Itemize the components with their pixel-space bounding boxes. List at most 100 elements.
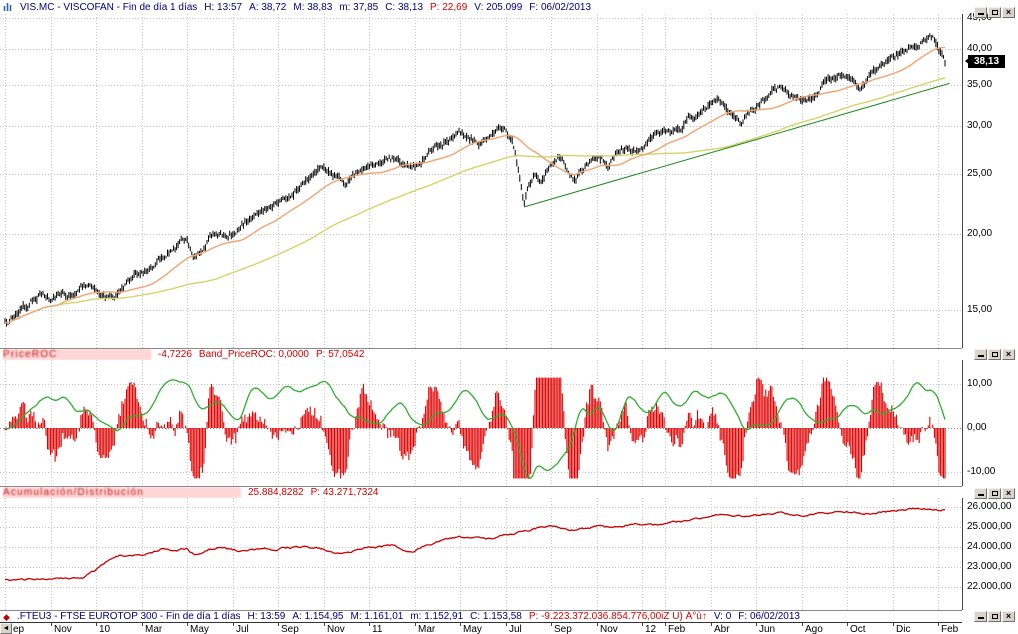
scale-tick-label: 10,00 — [967, 378, 993, 390]
time-axis-label: May — [463, 624, 482, 634]
acc-p-value: P: 43.271,7324 — [310, 487, 379, 498]
field-open: A: 1.154,95 — [292, 611, 344, 622]
close-button[interactable]: × — [1002, 7, 1015, 18]
field-date: F: 06/02/2013 — [529, 1, 592, 13]
scale-tick-label: 22.000,00 — [967, 581, 1012, 592]
time-axis[interactable]: ep Nov 10 Mar May Jul Sep Nov 11 Mar May Jul Sep Nov 1… — [0, 622, 962, 634]
restore-icon — [992, 352, 998, 357]
time-axis-label: Jun — [759, 624, 776, 634]
time-axis-label: Jul — [236, 624, 249, 634]
last-price-tag: 38,13 — [965, 55, 1005, 69]
roc-scale[interactable]: 10,00 0,00 -10,00 — [962, 360, 1018, 486]
roc-panel-titlebar[interactable]: PriceROC -4,7226 Band_PriceROC: 0,0000 P… — [0, 348, 962, 360]
scale-tick-label: 15,00 — [967, 303, 993, 315]
time-axis-tick — [711, 623, 712, 626]
time-axis-label: Sep — [554, 624, 572, 634]
field-close: C: 1.153,58 — [470, 611, 522, 622]
restore-button[interactable] — [988, 7, 1001, 18]
restore-button[interactable] — [988, 488, 1001, 499]
fteu3-panel-titlebar[interactable]: ◆ .FTEU3 - FTSE EUROTOP 300 - Fin de día… — [0, 610, 962, 622]
restore-button[interactable] — [988, 349, 1001, 360]
close-button[interactable]: × — [1002, 349, 1015, 360]
time-axis-label: 11 — [372, 624, 383, 634]
restore-button[interactable] — [988, 611, 1001, 622]
scale-tick-label: 30,00 — [967, 119, 993, 131]
acc-value: 25.884,8282 — [248, 487, 304, 498]
roc-chart[interactable] — [0, 360, 962, 486]
scale-tick-label: 23.000,00 — [967, 561, 1012, 572]
chart-icon — [3, 3, 12, 11]
minimize-icon — [978, 494, 984, 496]
scale-tick-label: 20,00 — [967, 227, 993, 239]
scale-tick-label: -10,00 — [967, 465, 996, 477]
minimize-button[interactable] — [974, 488, 987, 499]
field-low: m: 37,85 — [339, 1, 379, 13]
acc-chart[interactable] — [0, 498, 962, 610]
time-axis-tick — [938, 623, 939, 626]
field-close: C: 38,13 — [385, 1, 424, 13]
restore-icon — [992, 491, 998, 496]
time-axis-tick — [324, 623, 325, 626]
close-button[interactable]: × — [1002, 488, 1015, 499]
price-scale[interactable]: 38,13 45,0040,0035,0030,0025,0020,0015,0… — [962, 12, 1018, 348]
minimize-icon — [978, 13, 984, 15]
time-axis-tick — [597, 623, 598, 626]
scale-tick-label: 25,00 — [967, 168, 993, 180]
time-axis-tick — [51, 623, 52, 626]
time-axis-label: Feb — [941, 624, 959, 634]
time-axis-label: Mar — [145, 624, 163, 634]
time-axis-tick — [369, 623, 370, 626]
field-high: M: 1.161,01 — [350, 611, 404, 622]
acc-panel-titlebar[interactable]: Acumulación/Distribución 25.884,8282 P: … — [0, 486, 962, 498]
time-axis-tick — [187, 623, 188, 626]
time-axis-label: Dic — [896, 624, 911, 634]
price-chart[interactable] — [0, 14, 962, 348]
time-axis-label: 12 — [645, 624, 657, 634]
scroll-left-button[interactable]: ◄ — [0, 623, 12, 634]
field-volume: V: 205.099 — [474, 1, 523, 13]
scale-tick-label: 35,00 — [967, 78, 993, 90]
scale-tick-label: 40,00 — [967, 43, 993, 55]
time-axis-tick — [96, 623, 97, 626]
acc-scale[interactable]: 26.000,00 25.000,00 24.000,00 23.000,00 22.0… — [962, 498, 1018, 610]
minimize-icon — [978, 617, 984, 619]
acc-panel-window-controls: × — [974, 488, 1015, 499]
time-axis-tick — [460, 623, 461, 626]
roc-p-value: P: 57,0542 — [316, 349, 365, 360]
field-time: H: 13:57 — [204, 1, 243, 13]
time-axis-label: Oct — [850, 624, 866, 634]
time-axis-label: Ago — [805, 624, 823, 634]
field-high: M: 38,83 — [293, 1, 333, 13]
time-axis-tick — [893, 623, 894, 626]
time-axis-tick — [233, 623, 234, 626]
time-axis-label: ep — [13, 624, 25, 634]
time-axis-label: Nov — [54, 624, 72, 634]
acc-indicator-name: Acumulación/Distribución — [3, 487, 241, 498]
time-axis-label: May — [190, 624, 209, 634]
minimize-button[interactable] — [974, 349, 987, 360]
minimize-button[interactable] — [974, 7, 987, 18]
scale-tick-label: 25.000,00 — [967, 521, 1012, 532]
field-p: P: 22,69 — [430, 1, 468, 13]
roc-panel-window-controls: × — [974, 349, 1015, 360]
time-axis-tick — [142, 623, 143, 626]
minimize-button[interactable] — [974, 611, 987, 622]
field-time: H: 13:59 — [247, 611, 286, 622]
scale-tick-label: 24.000,00 — [967, 541, 1012, 552]
restore-icon — [992, 614, 998, 619]
roc-indicator-name: PriceROC — [3, 349, 151, 360]
roc-band-value: Band_PriceROC: 0,0000 — [198, 349, 309, 360]
roc-value: -4,7226 — [158, 349, 192, 360]
time-axis-tick — [756, 623, 757, 626]
scale-tick-label: 26.000,00 — [967, 501, 1012, 512]
time-axis-label: Feb — [668, 624, 686, 634]
price-panel-titlebar[interactable]: VIS.MC - VISCOFAN - Fin de día 1 días H:… — [0, 0, 962, 14]
field-open: A: 38,72 — [249, 1, 287, 13]
time-axis-tick — [415, 623, 416, 626]
close-button[interactable]: × — [1002, 611, 1015, 622]
time-axis-label: Sep — [281, 624, 299, 634]
instrument-title: .FTEU3 - FTSE EUROTOP 300 - Fin de día 1… — [16, 611, 241, 622]
time-axis-label: Abr — [714, 624, 730, 634]
time-axis-tick — [665, 623, 666, 626]
